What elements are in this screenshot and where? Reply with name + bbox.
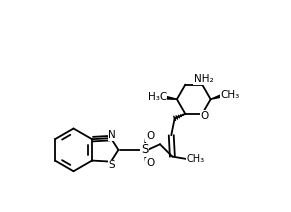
Text: S: S: [141, 143, 148, 156]
Text: O: O: [200, 111, 209, 121]
Polygon shape: [202, 80, 204, 85]
Text: CH₃: CH₃: [220, 90, 239, 100]
Text: O: O: [146, 131, 154, 141]
Text: CH₃: CH₃: [186, 154, 204, 164]
Polygon shape: [211, 94, 224, 99]
Text: S: S: [108, 160, 115, 170]
Text: O: O: [146, 158, 154, 168]
Polygon shape: [164, 96, 177, 99]
Text: NH₂: NH₂: [194, 74, 213, 84]
Text: H₃C: H₃C: [148, 92, 167, 102]
Text: N: N: [108, 130, 116, 140]
